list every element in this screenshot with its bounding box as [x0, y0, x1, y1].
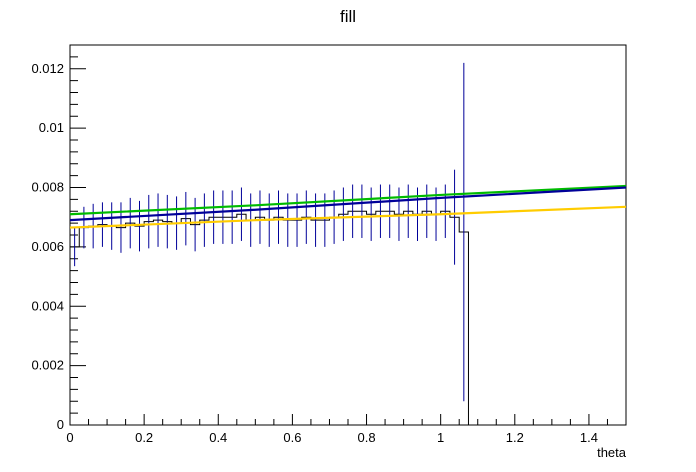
y-tick-label: 0.012	[31, 61, 64, 76]
y-tick-label: 0.008	[31, 180, 64, 195]
x-tick-label: 1	[437, 430, 444, 445]
x-tick-label: 0.6	[283, 430, 301, 445]
chart-title: fill	[340, 7, 356, 26]
series-line-2	[69, 205, 627, 229]
series-line-0	[69, 184, 627, 216]
x-tick-label: 0.2	[135, 430, 153, 445]
x-tick-label: 0.4	[209, 430, 227, 445]
tick-labels: 0 0.2 0.4 0.6 0.8 1 1.2 1.4 0 0.002 0.004 0.006 0.00…	[31, 61, 598, 445]
series-line-1	[69, 186, 627, 222]
plot-frame	[69, 44, 627, 426]
axis-ticks	[69, 44, 627, 426]
y-tick-label: 0.01	[39, 120, 64, 135]
y-tick-label: 0.002	[31, 358, 64, 373]
y-tick-label: 0	[57, 417, 64, 432]
x-tick-label: 0	[66, 430, 73, 445]
y-tick-label: 0.004	[31, 298, 64, 313]
series-lines	[69, 184, 627, 229]
y-tick-label: 0.006	[31, 239, 64, 254]
x-tick-label: 0.8	[357, 430, 375, 445]
x-tick-label: 1.4	[580, 430, 598, 445]
x-tick-label: 1.2	[506, 430, 524, 445]
histogram	[69, 62, 478, 426]
x-axis-label: theta	[597, 445, 627, 460]
